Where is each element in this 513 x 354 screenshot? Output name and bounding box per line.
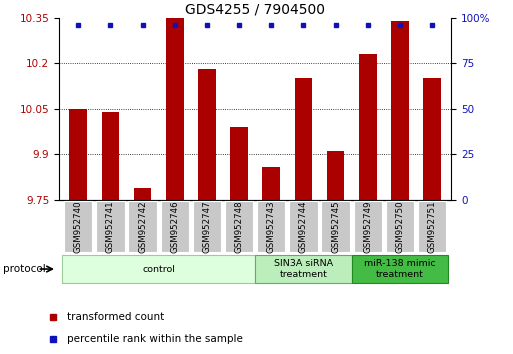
Text: protocol: protocol	[3, 264, 45, 274]
Bar	[352, 255, 448, 283]
Bar	[386, 201, 414, 252]
Bar	[96, 201, 125, 252]
Bar	[230, 127, 248, 200]
Bar	[198, 69, 216, 200]
Bar	[418, 201, 446, 252]
Bar	[102, 112, 120, 200]
Bar	[62, 255, 255, 283]
Text: GSM952742: GSM952742	[138, 200, 147, 253]
Bar	[225, 201, 253, 252]
Text: GSM952746: GSM952746	[170, 200, 180, 253]
Bar	[255, 255, 352, 283]
Text: GSM952740: GSM952740	[74, 200, 83, 253]
Text: GSM952748: GSM952748	[234, 200, 244, 253]
Text: percentile rank within the sample: percentile rank within the sample	[67, 335, 243, 344]
Bar	[322, 201, 350, 252]
Bar	[193, 201, 221, 252]
Bar	[391, 21, 409, 200]
Title: GDS4255 / 7904500: GDS4255 / 7904500	[185, 2, 325, 17]
Bar	[327, 152, 345, 200]
Bar	[64, 201, 92, 252]
Text: GSM952741: GSM952741	[106, 200, 115, 253]
Text: GSM952743: GSM952743	[267, 200, 276, 253]
Text: GSM952744: GSM952744	[299, 200, 308, 253]
Text: control: control	[142, 264, 175, 274]
Bar	[294, 79, 312, 200]
Text: SIN3A siRNA
treatment: SIN3A siRNA treatment	[274, 259, 333, 279]
Bar	[166, 18, 184, 200]
Text: GSM952747: GSM952747	[203, 200, 211, 253]
Bar	[134, 188, 151, 200]
Text: GSM952745: GSM952745	[331, 200, 340, 253]
Text: GSM952751: GSM952751	[428, 200, 437, 253]
Text: transformed count: transformed count	[67, 312, 164, 322]
Bar	[69, 109, 87, 200]
Text: GSM952749: GSM952749	[363, 200, 372, 253]
Bar	[359, 54, 377, 200]
Bar	[289, 201, 318, 252]
Bar	[128, 201, 157, 252]
Bar	[263, 167, 280, 200]
Text: GSM952750: GSM952750	[396, 200, 404, 253]
Text: miR-138 mimic
treatment: miR-138 mimic treatment	[364, 259, 436, 279]
Bar	[161, 201, 189, 252]
Bar	[257, 201, 285, 252]
Bar	[423, 79, 441, 200]
Bar	[353, 201, 382, 252]
